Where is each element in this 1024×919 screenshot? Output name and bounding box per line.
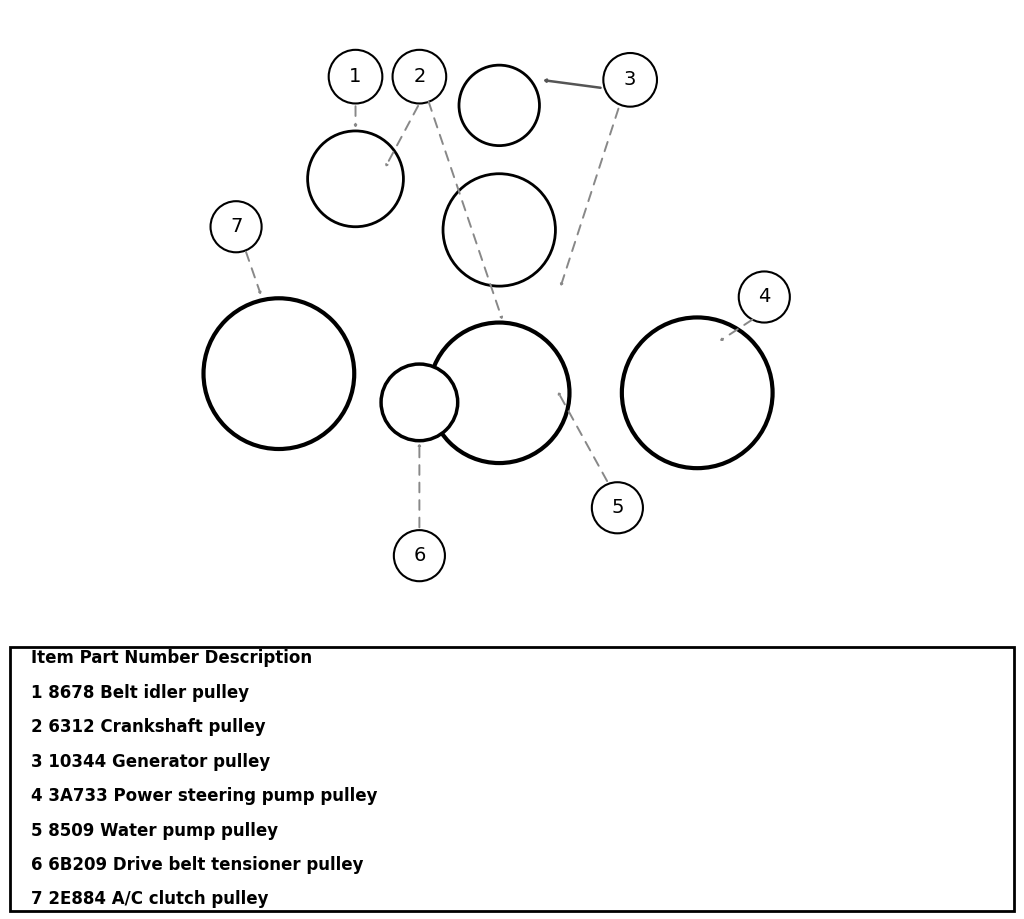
Circle shape (329, 50, 382, 104)
Circle shape (307, 130, 403, 227)
Text: 2: 2 (414, 67, 426, 86)
Circle shape (394, 530, 445, 581)
Text: 1 8678 Belt idler pulley: 1 8678 Belt idler pulley (31, 684, 249, 702)
Circle shape (204, 299, 354, 449)
Text: 7 2E884 A/C clutch pulley: 7 2E884 A/C clutch pulley (31, 891, 268, 908)
Text: 2 6312 Crankshaft pulley: 2 6312 Crankshaft pulley (31, 718, 265, 736)
Text: 3 10344 Generator pulley: 3 10344 Generator pulley (31, 753, 270, 771)
Circle shape (429, 323, 569, 463)
Circle shape (211, 201, 261, 253)
Text: 5 8509 Water pump pulley: 5 8509 Water pump pulley (31, 822, 278, 840)
Text: 4: 4 (758, 288, 770, 307)
Text: 1: 1 (349, 67, 361, 86)
Circle shape (603, 53, 657, 107)
Text: 3: 3 (624, 71, 636, 89)
Circle shape (738, 271, 790, 323)
Circle shape (622, 317, 772, 468)
Circle shape (381, 364, 458, 441)
Text: Item Part Number Description: Item Part Number Description (31, 650, 312, 667)
Circle shape (392, 50, 446, 104)
Circle shape (443, 174, 555, 286)
Text: 6: 6 (414, 546, 426, 565)
FancyBboxPatch shape (10, 647, 1014, 911)
Text: 6 6B209 Drive belt tensioner pulley: 6 6B209 Drive belt tensioner pulley (31, 856, 364, 874)
Text: 4 3A733 Power steering pump pulley: 4 3A733 Power steering pump pulley (31, 787, 377, 805)
Text: 5: 5 (611, 498, 624, 517)
Text: 7: 7 (230, 217, 243, 236)
Circle shape (459, 65, 540, 145)
Circle shape (592, 482, 643, 533)
